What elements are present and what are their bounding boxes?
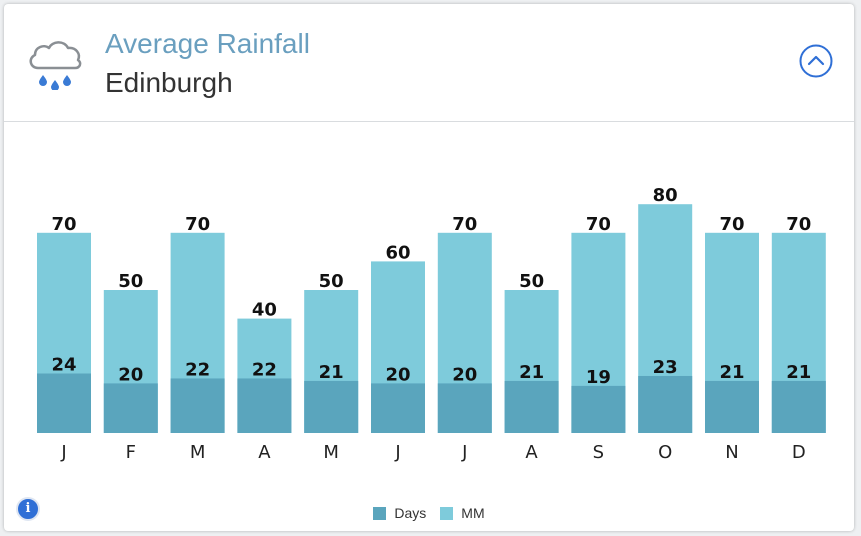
data-label-mm: 70 — [719, 214, 744, 235]
x-tick-label: M — [323, 442, 339, 463]
bar-days — [304, 380, 359, 433]
bar-days — [504, 380, 559, 433]
data-label-mm: 70 — [51, 214, 76, 235]
data-label-days: 22 — [252, 359, 277, 380]
data-label-days: 22 — [185, 359, 210, 380]
bar-days — [437, 383, 492, 433]
bar-days — [103, 383, 158, 433]
data-label-mm: 50 — [118, 271, 143, 292]
legend-swatch-days — [373, 506, 387, 520]
location-subtitle: Edinburgh — [105, 67, 233, 98]
bar-days — [638, 375, 693, 433]
x-tick-label: A — [525, 442, 538, 463]
data-label-mm: 50 — [519, 271, 544, 292]
chart-title: Average Rainfall — [105, 28, 310, 59]
bar-days — [237, 378, 292, 433]
bar-days — [170, 378, 225, 433]
data-label-days: 19 — [586, 367, 611, 388]
x-tick-label: J — [394, 442, 400, 463]
data-label-days: 21 — [319, 362, 344, 383]
data-label-mm: 60 — [385, 242, 410, 263]
data-label-mm: 70 — [452, 214, 477, 235]
x-tick-label: J — [60, 442, 66, 463]
data-label-days: 21 — [786, 362, 811, 383]
chevron-up-circle-icon — [799, 44, 833, 78]
x-tick-label: N — [725, 442, 738, 463]
x-tick-label: M — [190, 442, 206, 463]
bar-days — [371, 383, 425, 433]
bar-days — [771, 380, 826, 433]
data-label-days: 23 — [653, 357, 678, 378]
data-label-mm: 70 — [786, 214, 811, 235]
x-tick-label: O — [658, 442, 672, 463]
data-label-mm: 40 — [252, 300, 277, 321]
rainfall-chart: 70 24 J 50 20 F 70 22 M 40 22 A 50 21 M 60 20 J 70 20 J 50 21 A… — [37, 185, 826, 463]
data-label-days: 20 — [452, 364, 477, 385]
x-tick-label: F — [126, 442, 136, 463]
bar-days — [571, 385, 626, 433]
rain-cloud-icon — [29, 41, 82, 90]
legend-swatch-mm — [440, 506, 454, 520]
data-label-mm: 70 — [185, 214, 210, 235]
x-tick-label: S — [593, 442, 604, 463]
card-header: Average Rainfall Edinburgh — [4, 4, 854, 122]
data-label-days: 21 — [519, 362, 544, 383]
legend-label-days: Days — [394, 505, 427, 521]
bar-days — [705, 380, 759, 433]
legend-item-mm[interactable]: MM — [440, 505, 485, 521]
bar-days — [37, 373, 91, 433]
chart-legend: Days MM — [4, 503, 854, 523]
x-tick-label: J — [461, 442, 467, 463]
data-label-days: 21 — [719, 362, 744, 383]
legend-item-days[interactable]: Days — [373, 505, 426, 521]
rainfall-card: Average Rainfall Edinburgh 70 24 J 50 20 F 70 2… — [4, 4, 854, 531]
collapse-button[interactable] — [799, 44, 833, 78]
x-tick-label: A — [258, 442, 271, 463]
data-label-mm: 70 — [586, 214, 611, 235]
data-label-mm: 50 — [319, 271, 344, 292]
data-label-mm: 80 — [653, 185, 678, 206]
data-label-days: 20 — [118, 364, 143, 385]
x-tick-label: D — [792, 442, 806, 463]
data-label-days: 20 — [385, 364, 410, 385]
data-label-days: 24 — [51, 355, 76, 376]
legend-label-mm: MM — [461, 505, 485, 521]
info-icon[interactable]: i — [16, 497, 40, 521]
